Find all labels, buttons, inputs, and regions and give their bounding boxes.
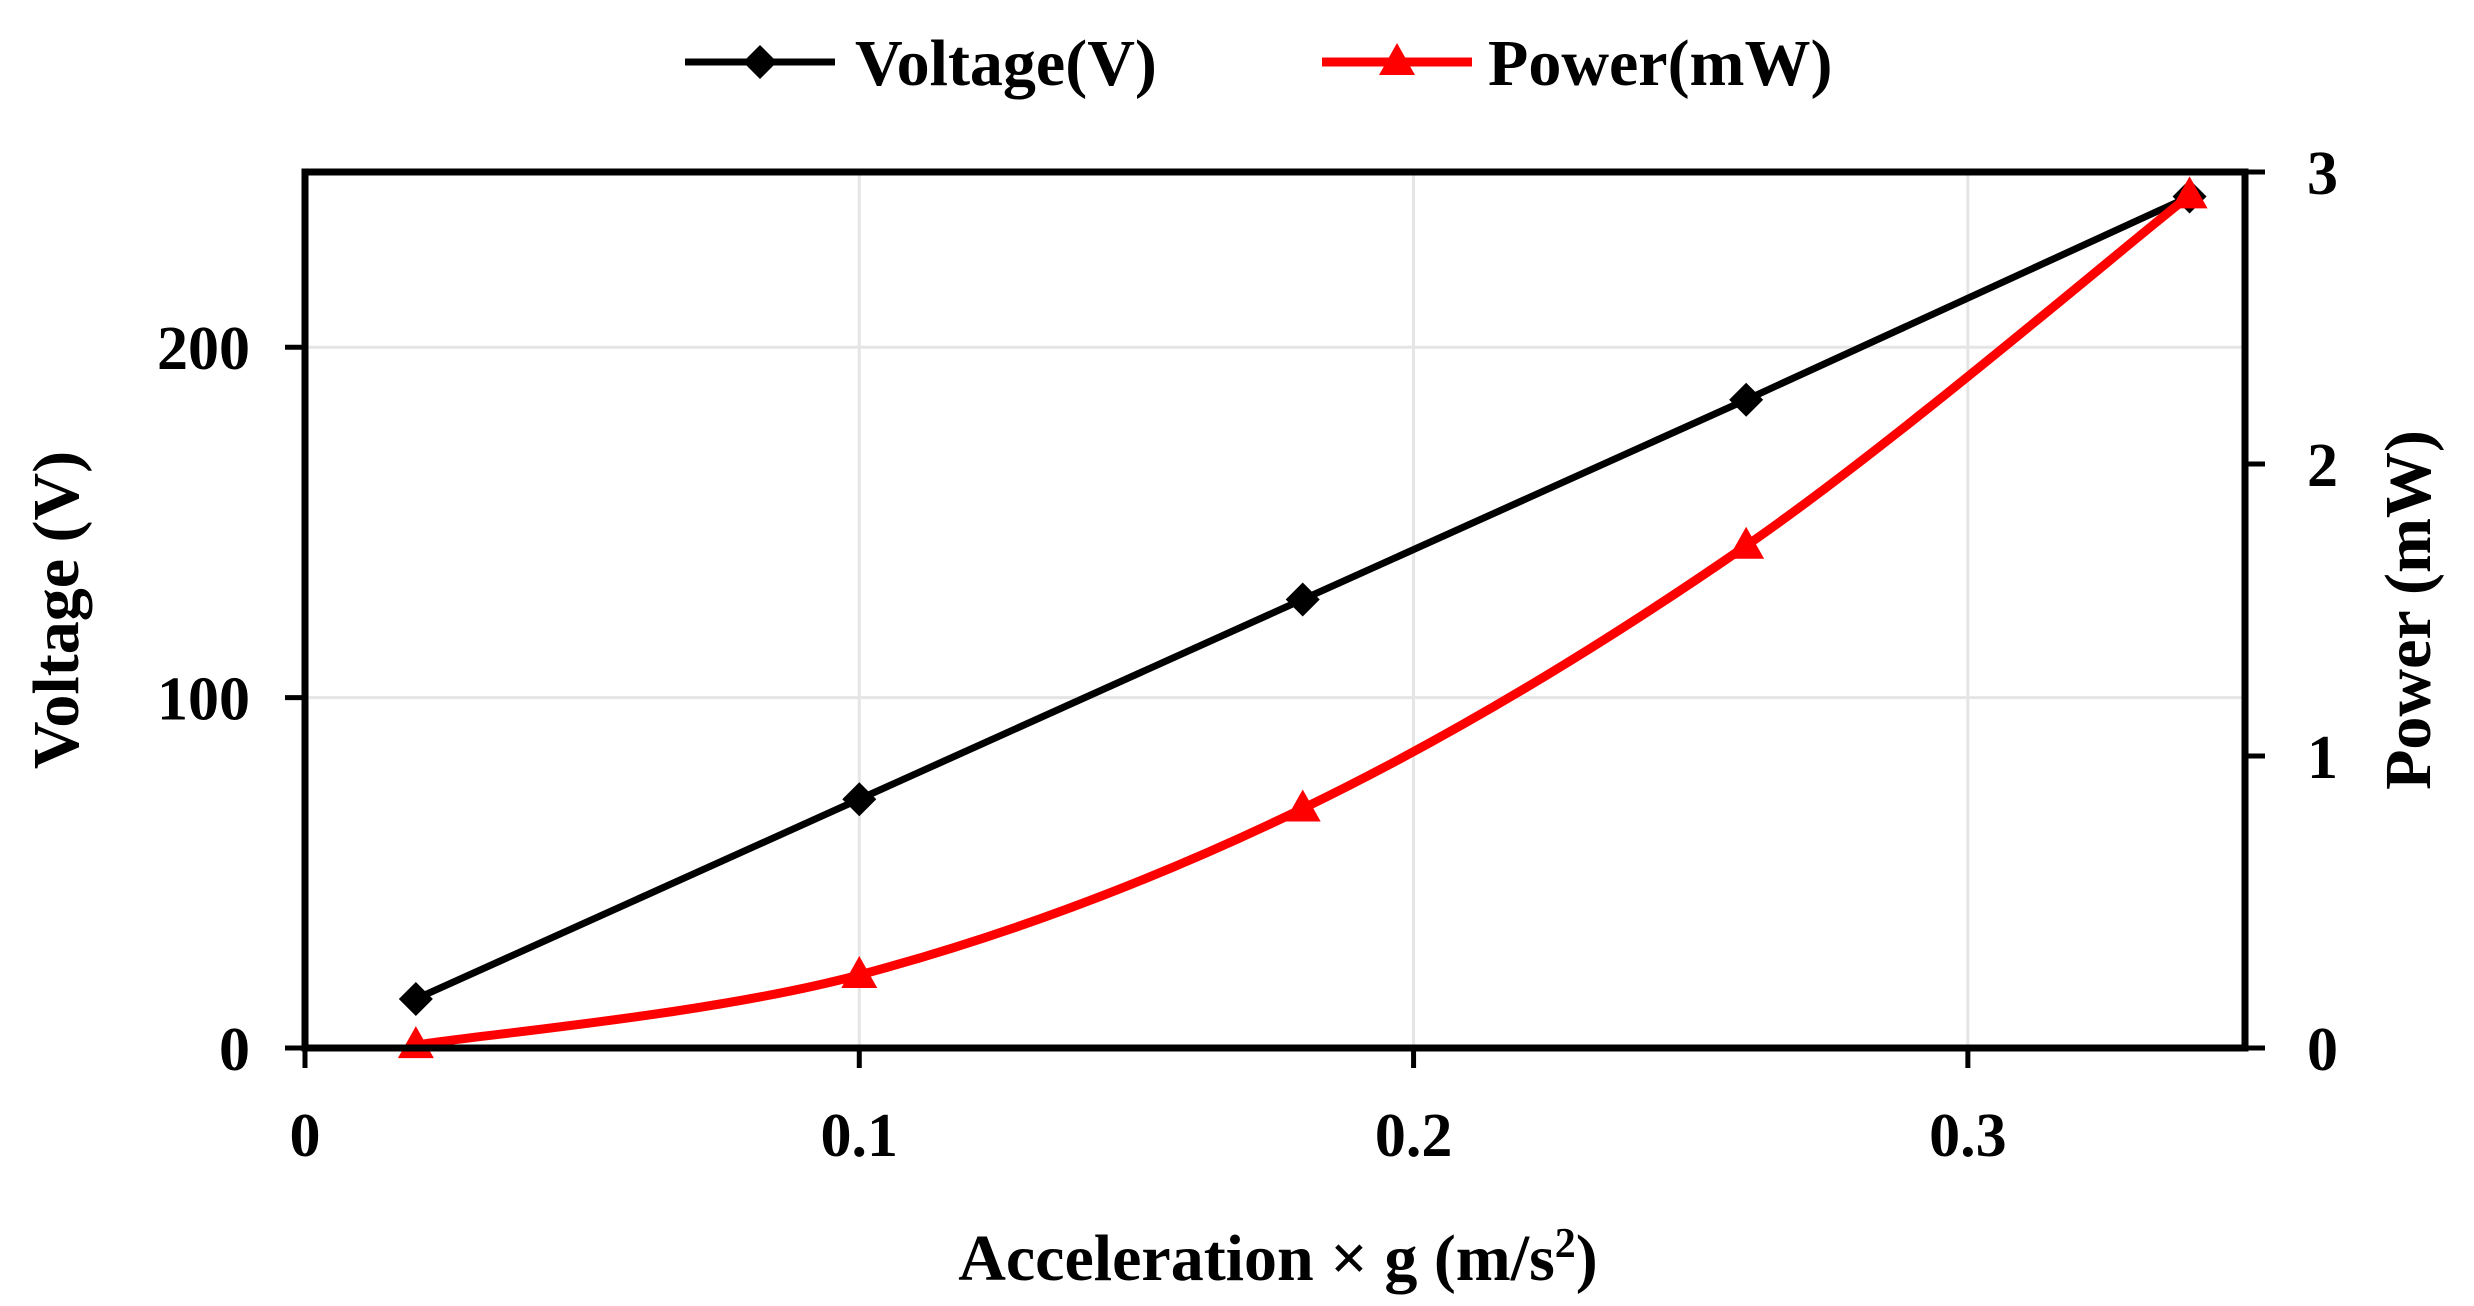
grid-lines <box>305 172 2245 1048</box>
power-point <box>2171 176 2208 209</box>
left-y-tick-label: 100 <box>157 666 250 734</box>
plot-frame <box>301 168 2249 1052</box>
x-axis-ticks: 0 0.1 0.2 0.3 <box>290 1048 2007 1170</box>
legend-power-marker <box>1379 43 1415 75</box>
x-tick-label: 0.3 <box>1929 1102 2007 1170</box>
x-axis-label-superscript: 2 <box>1555 1221 1576 1267</box>
left-y-tick-label: 200 <box>157 315 250 383</box>
x-axis-label: Acceleration × g (m/s2) <box>958 1221 1598 1295</box>
x-tick-label: 0 <box>290 1102 321 1170</box>
right-y-tick-label: 1 <box>2307 724 2338 792</box>
power-line <box>411 190 2195 1050</box>
left-y-axis-label: Voltage (V) <box>20 451 93 769</box>
right-y-axis-ticks: 0 1 2 3 <box>2245 140 2338 1084</box>
voltage-point <box>1729 382 1764 417</box>
voltage-series <box>398 179 2207 1016</box>
legend-voltage-label: Voltage(V) <box>855 27 1157 100</box>
power-series <box>397 176 2208 1059</box>
voltage-point <box>842 782 877 817</box>
left-y-tick-label: 0 <box>219 1016 250 1084</box>
legend: Voltage(V) Power(mW) <box>685 27 1833 100</box>
power-point <box>1284 789 1321 822</box>
left-y-axis-ticks: 0 100 200 <box>157 315 305 1084</box>
right-y-axis-label: Power (mW) <box>2372 430 2445 790</box>
legend-power-label: Power(mW) <box>1488 27 1833 100</box>
series-layer <box>397 176 2208 1059</box>
x-tick-label: 0.2 <box>1375 1102 1453 1170</box>
x-tick-label: 0.1 <box>821 1102 899 1170</box>
right-y-tick-label: 2 <box>2307 432 2338 500</box>
voltage-point <box>398 981 433 1016</box>
right-y-tick-label: 0 <box>2307 1016 2338 1084</box>
power-point <box>1728 526 1765 559</box>
legend-item-voltage: Voltage(V) <box>685 27 1157 100</box>
legend-voltage-marker <box>743 45 777 79</box>
legend-item-power: Power(mW) <box>1322 27 1833 100</box>
power-point <box>841 956 878 988</box>
right-y-tick-label: 3 <box>2307 140 2338 208</box>
voltage-point <box>1285 582 1320 617</box>
